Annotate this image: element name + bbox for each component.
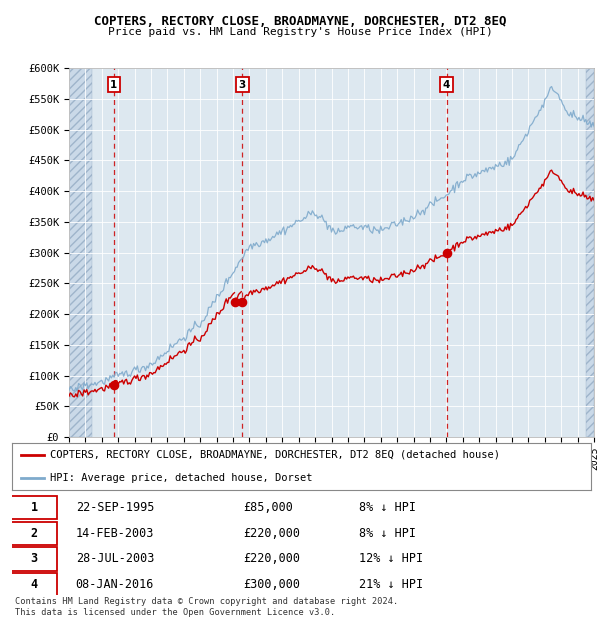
FancyBboxPatch shape <box>11 547 57 570</box>
FancyBboxPatch shape <box>11 496 57 520</box>
Text: £220,000: £220,000 <box>244 527 301 540</box>
Text: 2: 2 <box>31 527 38 540</box>
Text: Contains HM Land Registry data © Crown copyright and database right 2024.
This d: Contains HM Land Registry data © Crown c… <box>15 598 398 617</box>
Text: HPI: Average price, detached house, Dorset: HPI: Average price, detached house, Dors… <box>50 473 312 483</box>
Text: COPTERS, RECTORY CLOSE, BROADMAYNE, DORCHESTER, DT2 8EQ: COPTERS, RECTORY CLOSE, BROADMAYNE, DORC… <box>94 15 506 28</box>
Text: 08-JAN-2016: 08-JAN-2016 <box>76 578 154 591</box>
Text: 3: 3 <box>31 552 38 565</box>
Text: 28-JUL-2003: 28-JUL-2003 <box>76 552 154 565</box>
Point <box>109 380 119 390</box>
Text: 12% ↓ HPI: 12% ↓ HPI <box>359 552 424 565</box>
Text: COPTERS, RECTORY CLOSE, BROADMAYNE, DORCHESTER, DT2 8EQ (detached house): COPTERS, RECTORY CLOSE, BROADMAYNE, DORC… <box>50 450 500 460</box>
Text: 4: 4 <box>443 80 451 90</box>
Text: £85,000: £85,000 <box>244 501 293 514</box>
Text: 14-FEB-2003: 14-FEB-2003 <box>76 527 154 540</box>
Text: Price paid vs. HM Land Registry's House Price Index (HPI): Price paid vs. HM Land Registry's House … <box>107 27 493 37</box>
Text: 22-SEP-1995: 22-SEP-1995 <box>76 501 154 514</box>
Point <box>230 297 240 307</box>
Text: 8% ↓ HPI: 8% ↓ HPI <box>359 527 416 540</box>
Text: 21% ↓ HPI: 21% ↓ HPI <box>359 578 424 591</box>
Text: 4: 4 <box>31 578 38 591</box>
FancyBboxPatch shape <box>11 573 57 596</box>
Point <box>442 248 451 258</box>
FancyBboxPatch shape <box>11 521 57 545</box>
Text: 1: 1 <box>31 501 38 514</box>
Text: £300,000: £300,000 <box>244 578 301 591</box>
Text: 1: 1 <box>110 80 118 90</box>
Text: 8% ↓ HPI: 8% ↓ HPI <box>359 501 416 514</box>
Text: 3: 3 <box>239 80 246 90</box>
Point <box>238 297 247 307</box>
Text: £220,000: £220,000 <box>244 552 301 565</box>
